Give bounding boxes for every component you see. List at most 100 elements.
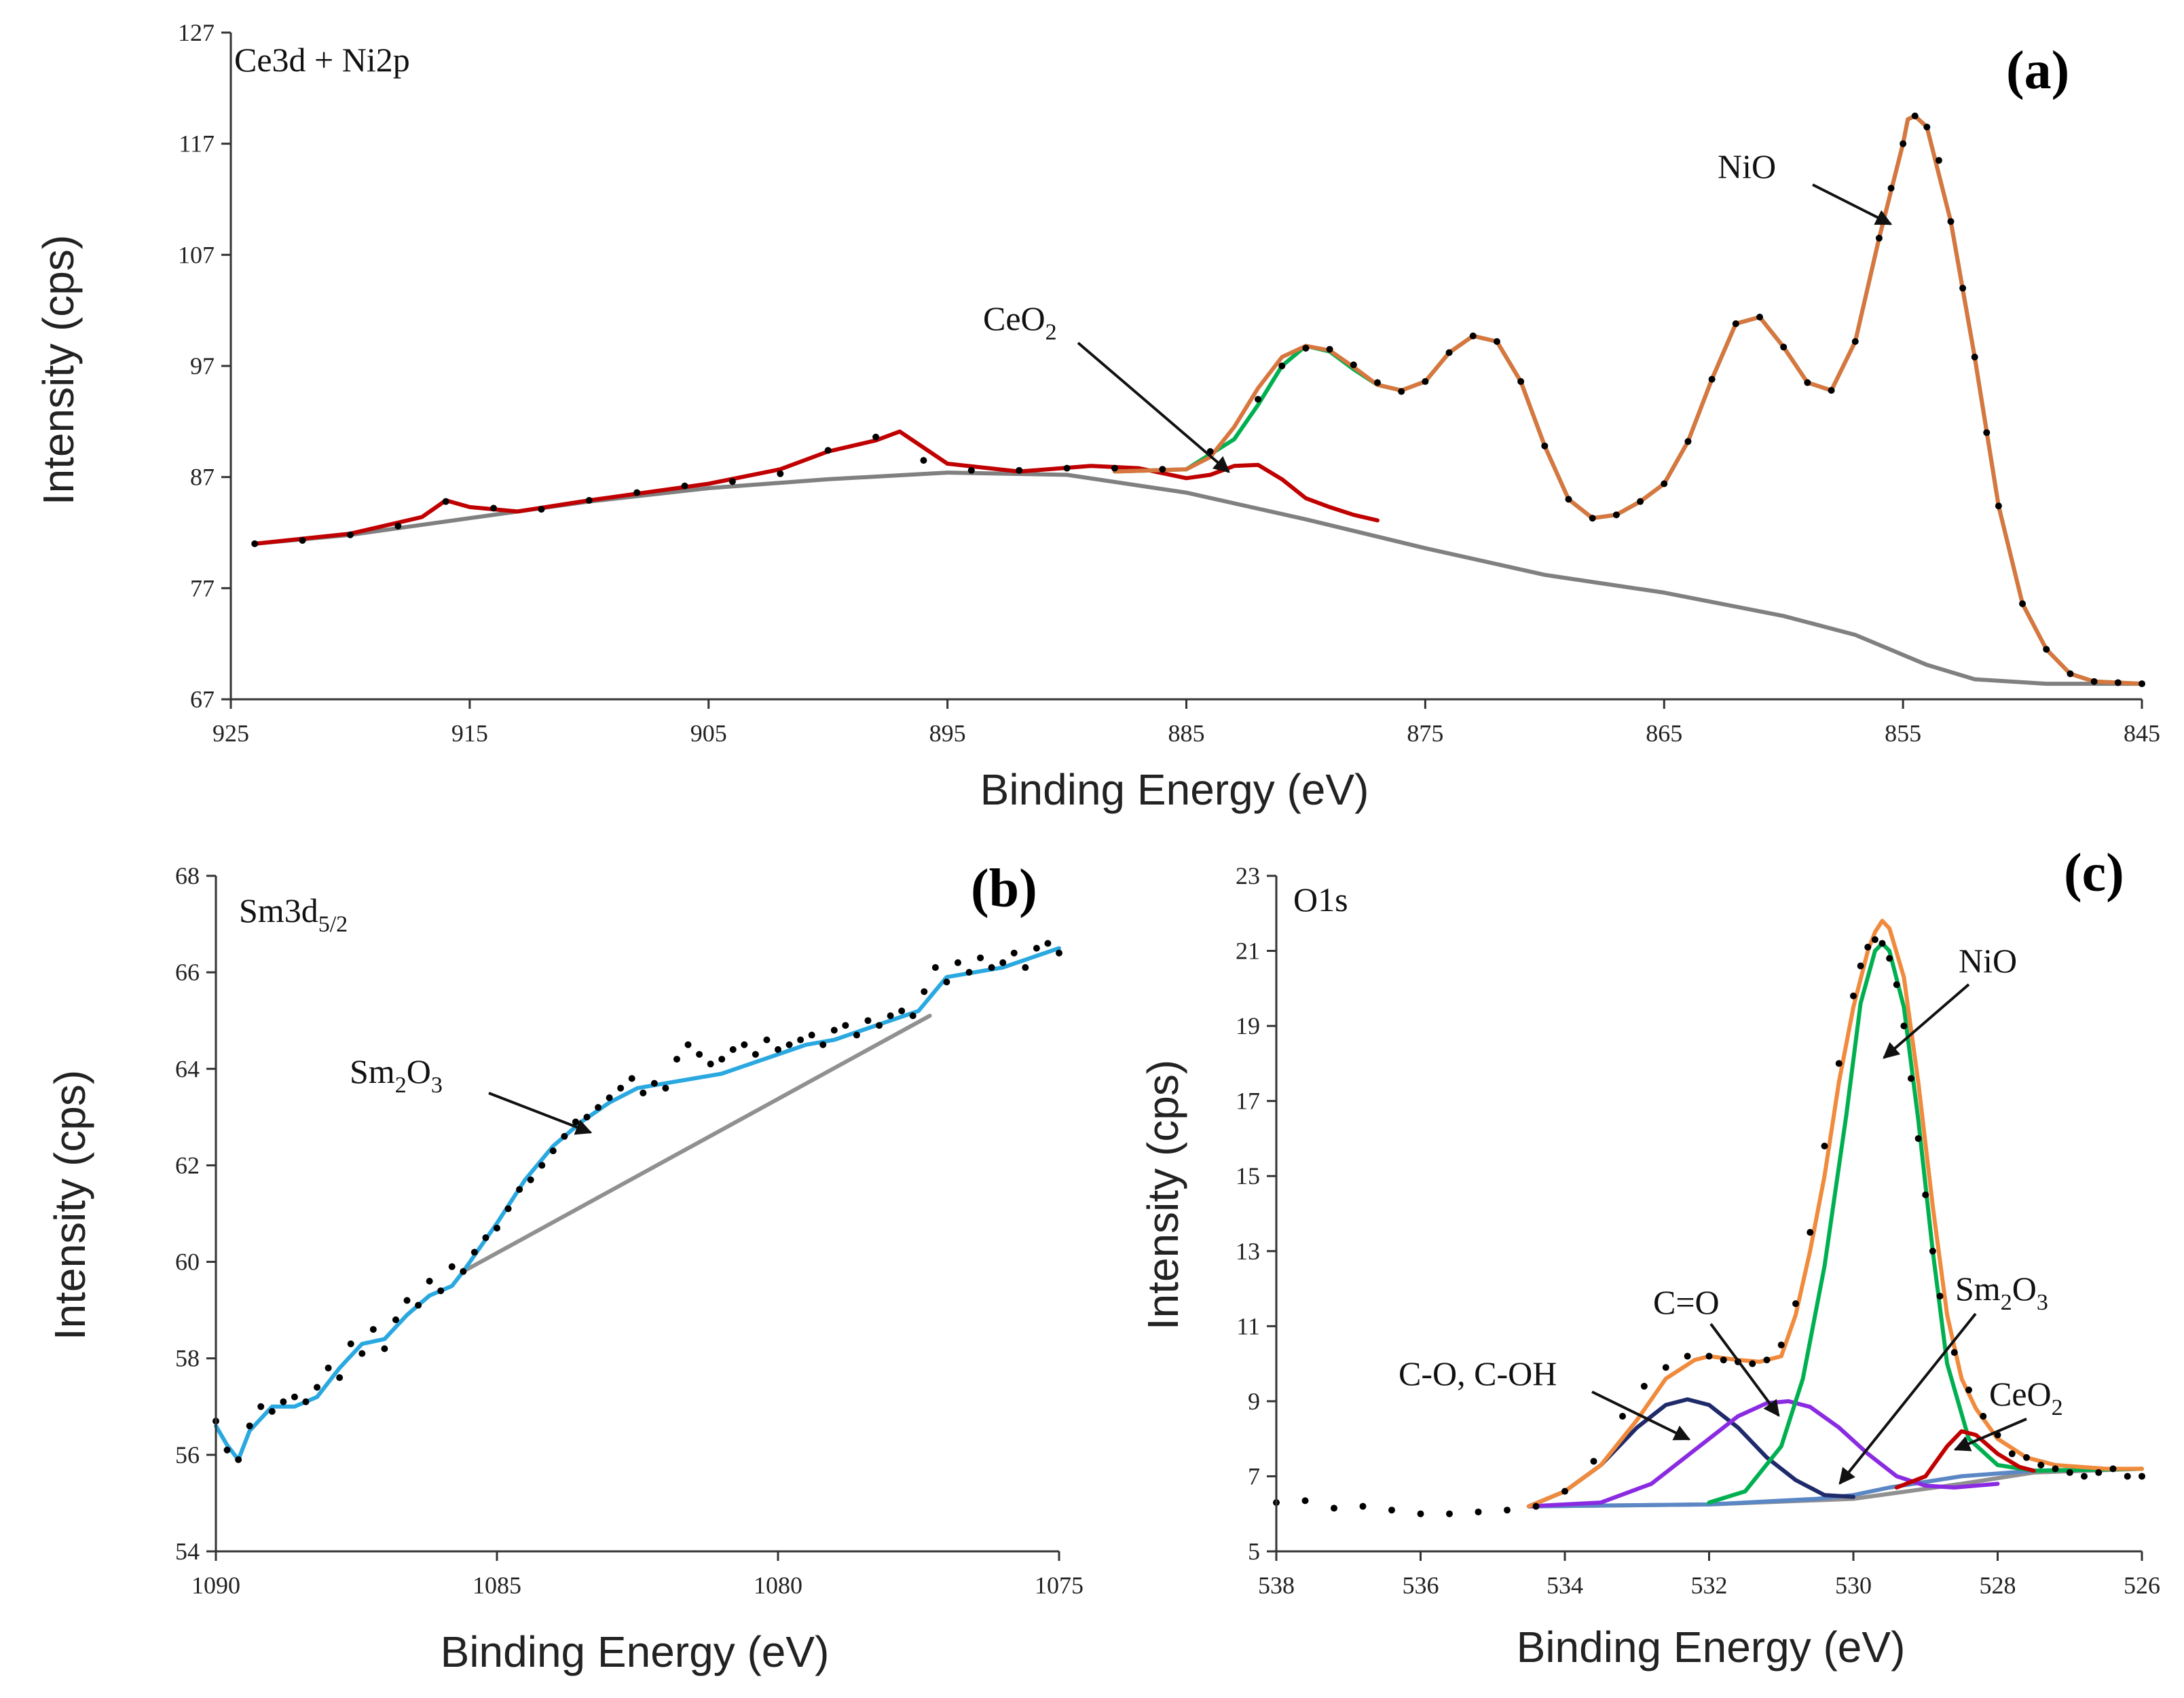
- panel-c-data-point: [1417, 1510, 1424, 1517]
- panel-a-data-point: [1278, 363, 1286, 369]
- panel-c-annotation-sm2o3: Sm2O3: [1955, 1270, 2048, 1315]
- panel-b-xtick-label: 1090: [191, 1572, 240, 1599]
- panel-c-ytick-label: 5: [1248, 1538, 1260, 1565]
- panel-b-data-point: [336, 1374, 344, 1382]
- panel-a-data-point: [824, 447, 832, 454]
- panel-a-data-point: [681, 482, 688, 490]
- panel-a-ytick-label: 107: [178, 241, 215, 268]
- panel-b-xtick-label: 1085: [473, 1572, 521, 1599]
- panel-c-title: O1s: [1293, 881, 1348, 919]
- panel-c-annotation-sm2o3-sub1: 2: [2001, 1290, 2012, 1315]
- panel-b-data-point: [1033, 944, 1040, 952]
- panel-c-annotation-co: C=O: [1653, 1283, 1720, 1321]
- panel-c-series-nio-component: [1707, 941, 2144, 1505]
- panel-a-data-point: [1374, 379, 1381, 386]
- panel-a-data-point: [442, 498, 449, 505]
- panel-a-data-point: [1469, 332, 1477, 339]
- panel-a-data-point: [1708, 375, 1716, 383]
- panel-c-series-envelope: [1526, 919, 2144, 1509]
- panel-b-data-point: [954, 959, 961, 966]
- panel-b-ytick-label: 68: [175, 862, 200, 889]
- panel-b-data-point: [302, 1398, 310, 1405]
- panel-a-data-point: [1612, 511, 1620, 519]
- panel-c-annotation-ceo2: CeO2: [1989, 1375, 2063, 1420]
- panel-b-data-point: [325, 1364, 332, 1371]
- panel-c-xtick-label: 526: [2124, 1572, 2160, 1599]
- panel-a-xlabel: Binding Energy (eV): [980, 765, 1369, 814]
- panel-a-series-ceo2-component: [253, 429, 1380, 546]
- panel-b-data-point: [426, 1278, 433, 1285]
- panel-a-data-point: [1517, 377, 1525, 385]
- panel-c-data-point: [1561, 1488, 1568, 1495]
- panel-c-xtick-label: 534: [1547, 1572, 1583, 1599]
- panel-c-data-point: [2139, 1473, 2145, 1480]
- panel-c-ytick-label: 17: [1236, 1088, 1260, 1115]
- panel-b-ytick-label: 62: [175, 1151, 200, 1179]
- panel-b-data-point: [707, 1060, 714, 1068]
- panel-a-ytick-label: 127: [178, 19, 215, 46]
- panel-c-data-point: [1684, 1352, 1691, 1360]
- panel-c-annotation-nio: NiO: [1959, 942, 2017, 980]
- panel-c-annotation-c-o-c-oh: C-O, C-OH: [1399, 1354, 1557, 1392]
- panel-b-data-point: [718, 1056, 726, 1063]
- panel-a-annotation-ceo2-sub: 2: [1045, 320, 1057, 345]
- panel-a-data-point: [1541, 442, 1549, 449]
- panel-c-data-point: [2023, 1454, 2030, 1461]
- panel-b-data-point: [223, 1446, 231, 1454]
- panel-b: 1090 1085 1080 1075 54 56 58 60 62 64 66 68 Sm3d5/…: [45, 859, 1084, 1676]
- panel-c-ytick-label: 21: [1236, 938, 1260, 965]
- panel-c-ytick-label: 15: [1236, 1162, 1260, 1189]
- panel-b-ytick-label: 64: [175, 1055, 200, 1082]
- panel-c-data-point: [1936, 1293, 1944, 1300]
- panel-c-annotation-ceo2-sub: 2: [2052, 1395, 2063, 1420]
- panel-b-annotation-sm2o3-sub2: 3: [431, 1073, 443, 1098]
- panel-c-data-point: [1893, 981, 1900, 989]
- panel-c-series-c-o-component: [1526, 1399, 2000, 1509]
- panel-c-xtick-label: 532: [1691, 1572, 1728, 1599]
- panel-a-data-point: [1565, 496, 1572, 503]
- panel-c-data-point: [1914, 1134, 1922, 1142]
- panel-b-data-point: [1044, 940, 1052, 947]
- panel-a-letter: (a): [2006, 41, 2069, 100]
- panel-c-data-point: [1886, 955, 1893, 962]
- panel-c-ylabel: Intensity (cps): [1139, 1060, 1187, 1330]
- panel-b-data-point: [448, 1263, 456, 1270]
- panel-b-data-point: [741, 1041, 748, 1048]
- panel-a-data-point: [920, 457, 927, 464]
- panel-c-annotation-sm2o3-sub2: 3: [2037, 1290, 2048, 1315]
- panel-c-arrow-c-o-c-oh: [1591, 1390, 1691, 1441]
- panel-c-data-point: [1857, 962, 1864, 970]
- panel-b-data-point: [403, 1297, 411, 1304]
- panel-b-data-point: [887, 1012, 894, 1020]
- panel-b-curves: [212, 940, 1062, 1463]
- panel-a-xtick-label: 905: [690, 720, 727, 747]
- panel-a-annotation-nio: NiO: [1718, 147, 1776, 185]
- panel-c-data-point: [1821, 1143, 1828, 1149]
- panel-c-data-point: [2109, 1465, 2117, 1473]
- panel-a-arrow-nio: [1812, 183, 1893, 225]
- panel-b-data-point: [1022, 964, 1029, 972]
- panel-c-data-point: [1922, 1191, 1929, 1198]
- panel-a-data-point: [299, 536, 306, 544]
- panel-a-data-point: [1398, 388, 1405, 395]
- panel-a-yticks: 67 77 87 97 107 117 127: [178, 19, 231, 713]
- panel-a-data-point: [1302, 344, 1310, 352]
- panel-a-series-measured: [251, 112, 2145, 688]
- panel-c-letter: (c): [2064, 843, 2124, 903]
- panel-a-data-point: [585, 497, 593, 504]
- panel-b-data-point: [819, 1041, 827, 1048]
- panel-a-ytick-label: 87: [190, 464, 215, 491]
- panel-a-data-point: [1493, 337, 1500, 345]
- panel-a-data-point: [1016, 466, 1023, 474]
- panel-c-xtick-label: 538: [1258, 1572, 1295, 1599]
- panel-a-data-point: [1732, 320, 1739, 327]
- panel-a-data-point: [1422, 377, 1429, 385]
- panel-b-data-point: [415, 1302, 422, 1309]
- panel-a-ytick-label: 97: [190, 352, 215, 380]
- panel-a-data-point: [777, 470, 784, 477]
- panel-c: 538 536 534 532 530 528 526 57911131517192123 …: [1139, 843, 2160, 1672]
- panel-b-ytick-label: 56: [175, 1441, 200, 1469]
- panel-b-data-point: [437, 1287, 445, 1295]
- panel-a-data-point: [2090, 678, 2098, 685]
- panel-c-data-point: [1331, 1505, 1337, 1512]
